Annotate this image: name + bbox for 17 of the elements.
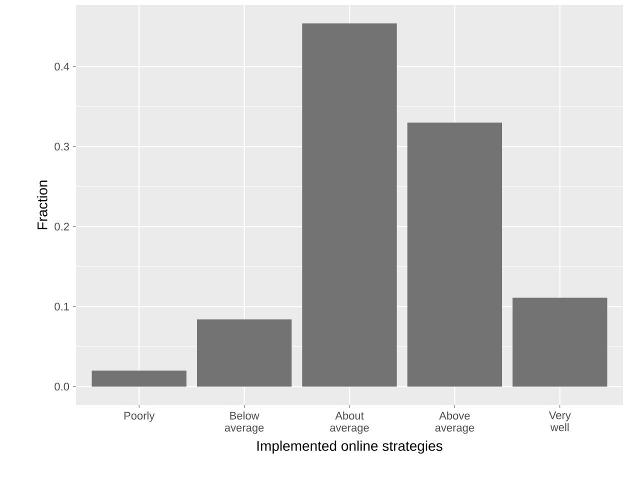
x-axis-title: Implemented online strategies [257, 440, 442, 454]
y-tick-label: 0.0 [54, 382, 70, 390]
y-axis-title: Fraction [37, 180, 48, 230]
y-tick-label: 0.1 [54, 302, 69, 310]
bar [196, 319, 292, 387]
bar [92, 370, 186, 387]
bar [302, 23, 397, 387]
bar [512, 298, 608, 387]
x-tick-label: Below average [224, 412, 264, 434]
x-tick-label: About average [330, 412, 369, 434]
y-tick-label: 0.3 [54, 142, 70, 150]
x-tick-label: Very well [548, 412, 571, 432]
x-tick-label: Poorly [124, 412, 155, 422]
y-tick-label: 0.2 [54, 222, 69, 230]
bar [407, 122, 502, 387]
x-tick-label: Above average [435, 412, 474, 434]
y-tick-label: 0.4 [54, 62, 70, 70]
